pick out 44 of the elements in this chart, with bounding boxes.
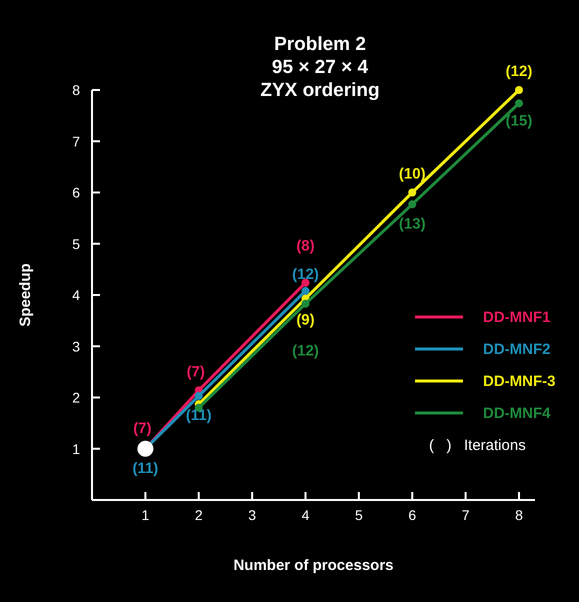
legend-label: DD-MNF2 bbox=[483, 341, 550, 358]
annotation: (12) bbox=[292, 342, 319, 360]
point bbox=[301, 286, 310, 295]
y-tick-label: 3 bbox=[72, 338, 80, 354]
x-axis-title: Number of processors bbox=[233, 557, 394, 574]
annotation: (12) bbox=[506, 63, 532, 80]
annotation: (7) bbox=[133, 420, 152, 437]
annotation: (8) bbox=[296, 238, 315, 255]
point bbox=[514, 99, 523, 108]
legend-label: DD-MNF4 bbox=[483, 405, 552, 422]
x-tick-label: 2 bbox=[194, 507, 203, 523]
point bbox=[194, 392, 203, 400]
point bbox=[301, 300, 310, 308]
annotation: (15) bbox=[506, 112, 532, 130]
annotation: (13) bbox=[398, 215, 426, 232]
legend-label: DD-MNF-3 bbox=[483, 373, 556, 390]
x-tick-label: 5 bbox=[354, 507, 363, 523]
x-tick-label: 3 bbox=[248, 507, 256, 523]
annotation: (11) bbox=[132, 460, 158, 477]
chart-title: Problem 2 95 × 27 × 4 ZYX ordering bbox=[260, 34, 380, 101]
annotation: (7) bbox=[186, 363, 205, 380]
annotation: (12) bbox=[292, 266, 319, 283]
x-tick-label: 7 bbox=[462, 507, 470, 523]
point bbox=[514, 86, 523, 94]
x-tick-label: 8 bbox=[515, 507, 524, 523]
y-tick-label: 7 bbox=[72, 133, 80, 150]
y-axis-title: Speedup bbox=[17, 263, 34, 327]
point bbox=[408, 200, 416, 208]
y-tick-label: 5 bbox=[72, 236, 80, 252]
x-tick-label: 1 bbox=[141, 507, 150, 523]
x-tick-label: 4 bbox=[302, 507, 310, 523]
y-tick-label: 8 bbox=[72, 82, 80, 98]
y-tick-label: 4 bbox=[72, 287, 80, 303]
point bbox=[408, 188, 416, 196]
annotation: (10) bbox=[398, 166, 426, 182]
x-tick-label: 6 bbox=[408, 507, 416, 523]
y-tick-label: 2 bbox=[72, 390, 80, 406]
y-tick-label: 1 bbox=[72, 440, 80, 457]
annotation: ( ) Iterations bbox=[429, 437, 526, 454]
point bbox=[137, 440, 154, 457]
annotation: (11) bbox=[186, 406, 212, 424]
legend-label: DD-MNF1 bbox=[483, 309, 550, 326]
annotation: (9) bbox=[296, 312, 315, 329]
y-tick-label: 6 bbox=[72, 184, 80, 200]
